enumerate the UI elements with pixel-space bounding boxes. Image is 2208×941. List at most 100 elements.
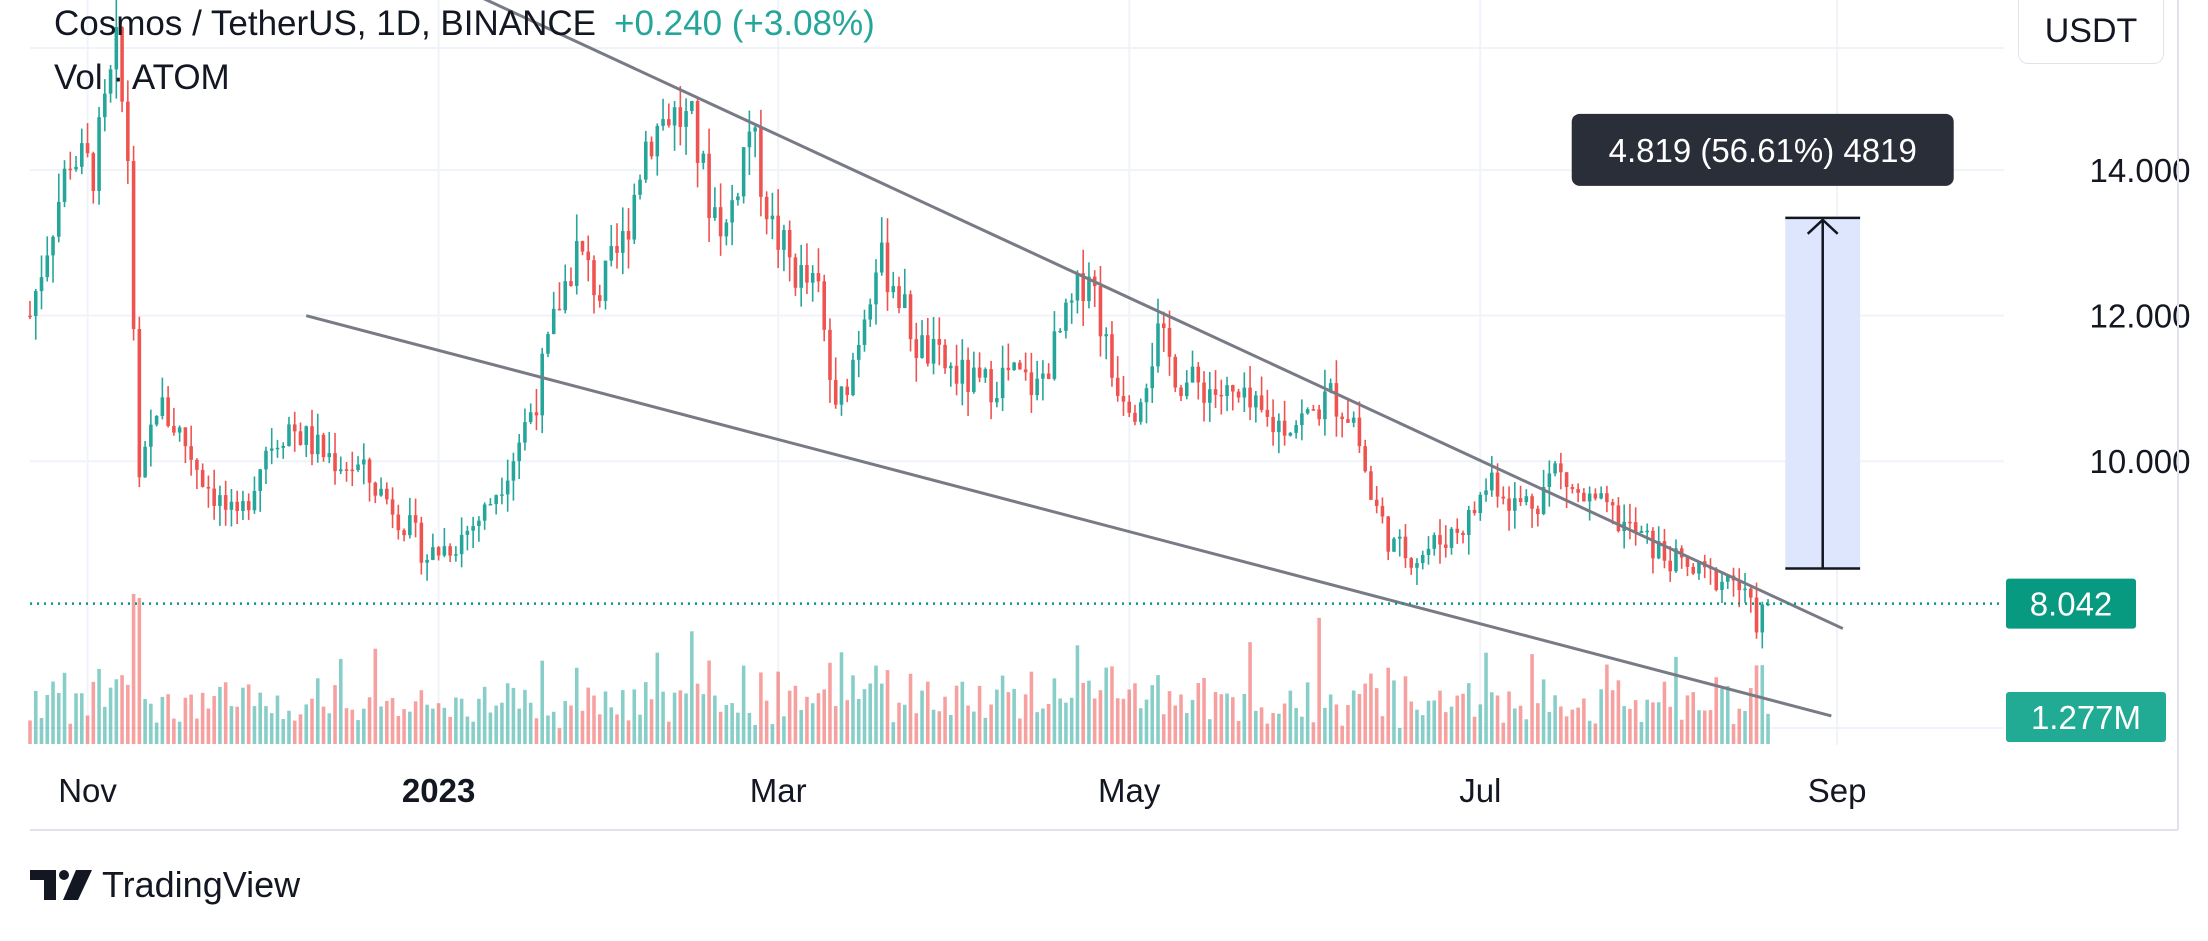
volume-bar — [1426, 700, 1431, 744]
volume-bar — [856, 698, 861, 744]
grid-layer — [30, 0, 2004, 745]
volume-bar — [419, 690, 424, 744]
volume-bar — [995, 689, 999, 744]
candle-body — [1461, 532, 1465, 535]
volume-bar — [482, 686, 487, 744]
candle-body — [1213, 389, 1218, 395]
candle-body — [1697, 561, 1701, 574]
candle-body — [1628, 521, 1632, 524]
volume-bar — [1317, 617, 1321, 744]
candle-body — [833, 379, 838, 405]
candle-body — [690, 100, 694, 112]
volume-bar — [1593, 723, 1598, 744]
candle-body — [661, 119, 665, 126]
candle-body — [845, 386, 850, 396]
candle-body — [1041, 373, 1045, 379]
candle-body — [1570, 487, 1575, 490]
candle-body — [246, 501, 251, 511]
volume-bar — [793, 685, 798, 744]
candle-body — [91, 153, 96, 191]
candle-body — [1357, 417, 1362, 447]
volume-bar — [736, 712, 740, 744]
volume-bar — [56, 693, 61, 744]
volume-bar — [1150, 685, 1155, 744]
volume-bar — [505, 683, 510, 744]
candle-body — [574, 241, 579, 286]
volume-bar — [1478, 704, 1483, 744]
volume-bar — [269, 713, 274, 744]
volume-bar — [246, 684, 251, 744]
candle-body — [1685, 557, 1690, 567]
candle-body — [465, 530, 470, 535]
volume-bar — [707, 660, 711, 744]
volume-bar — [1754, 665, 1759, 744]
volume-bar — [718, 711, 723, 744]
candle-body — [436, 547, 441, 556]
volume-bar — [252, 706, 257, 744]
candle-body — [1587, 493, 1592, 502]
candle-body — [822, 281, 826, 330]
candle-body — [448, 546, 452, 556]
volume-bar — [1731, 724, 1736, 744]
candle-body — [385, 488, 389, 500]
candle-body — [862, 319, 867, 345]
volume-bar — [684, 693, 688, 744]
candle-body — [1127, 401, 1132, 413]
candle-body — [1000, 367, 1005, 399]
candle-body — [597, 295, 602, 301]
candle-body — [1714, 568, 1719, 591]
candle-body — [741, 147, 746, 197]
candle-body — [1443, 544, 1448, 548]
candle-body — [885, 242, 890, 293]
candle-body — [632, 194, 637, 240]
candle-body — [431, 547, 435, 560]
volume-bar — [1656, 702, 1661, 744]
candle-body — [603, 260, 608, 301]
candle-body — [1317, 409, 1321, 420]
volume-bar — [1133, 683, 1137, 744]
volume-bar — [1277, 713, 1281, 744]
candle-body — [868, 304, 873, 320]
candle-body — [482, 504, 487, 521]
candle-body — [684, 111, 688, 127]
candle-body — [206, 486, 211, 489]
trendline-lower[interactable] — [305, 314, 1832, 718]
volume-bar — [172, 718, 176, 744]
candle-body — [189, 446, 193, 460]
candle-body — [396, 514, 401, 531]
measure-tool[interactable]: 4.819 (56.61%) 4819 — [1571, 113, 1954, 570]
candle-body — [1472, 509, 1477, 514]
volume-bar — [338, 658, 343, 744]
volume-bar — [1340, 725, 1344, 744]
candle-body — [160, 397, 165, 416]
candle-body — [764, 196, 769, 220]
volume-bar — [580, 710, 585, 744]
candle-body — [137, 328, 142, 478]
trendline-upper[interactable] — [398, 0, 1844, 630]
candle-body — [546, 334, 550, 354]
volume-bar — [413, 701, 418, 744]
tradingview-logo[interactable]: TradingView — [30, 862, 300, 908]
price-axis-label: 10.000 — [2090, 443, 2191, 480]
candle-body — [1265, 409, 1270, 417]
currency-button[interactable]: USDT — [2018, 0, 2164, 64]
candle-body — [315, 434, 320, 455]
candle-body — [551, 308, 556, 335]
volume-bar — [747, 712, 752, 744]
candle-body — [534, 412, 539, 416]
volume-bar — [1415, 709, 1419, 744]
candle-body — [644, 141, 648, 180]
volume-layer — [28, 594, 1770, 744]
volume-bar — [1685, 695, 1690, 744]
volume-bar — [644, 682, 648, 744]
volume-bar — [436, 703, 441, 744]
candle-body — [1219, 394, 1224, 397]
volume-bar — [1616, 680, 1621, 744]
candle-body — [1374, 499, 1379, 506]
volume-bar — [713, 695, 717, 744]
volume-bar — [114, 679, 119, 744]
volume-bar — [1328, 694, 1333, 744]
axis-layer: 14.000 12.000 10.000 8.042 1.277M Nov 2023 Mar M… — [30, 0, 2191, 831]
